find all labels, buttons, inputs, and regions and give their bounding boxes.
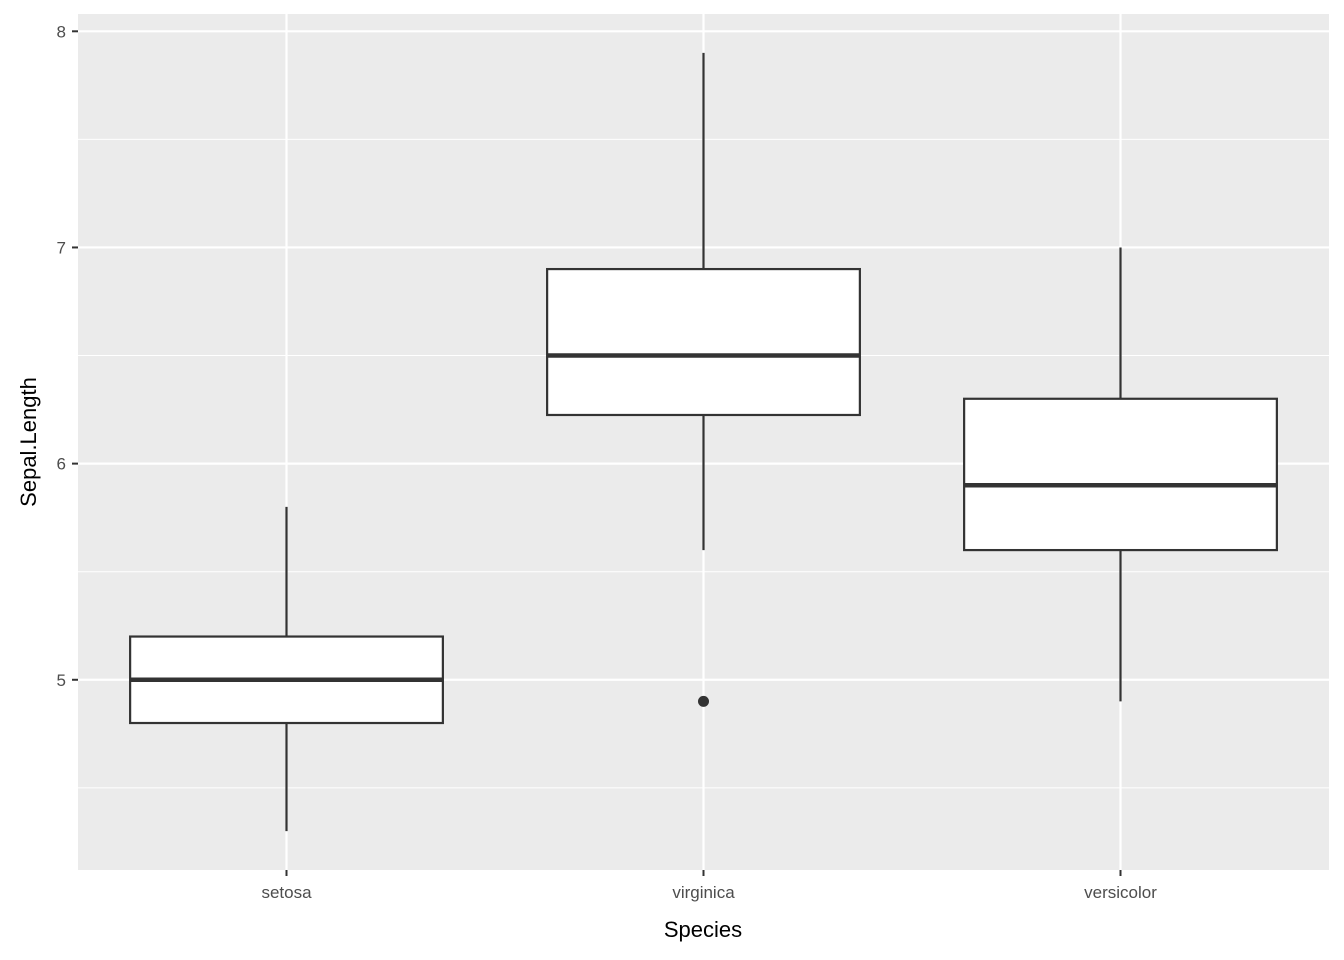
x-axis: setosa virginica versicolor	[261, 870, 1157, 902]
y-axis-title: Sepal.Length	[16, 377, 41, 507]
y-tick-label: 8	[57, 22, 66, 41]
y-tick-label: 6	[57, 455, 66, 474]
box-versicolor	[963, 397, 1278, 552]
y-tick-label: 5	[57, 671, 66, 690]
x-axis-title: Species	[664, 917, 742, 942]
outlier-point	[698, 695, 709, 707]
y-tick-label: 7	[57, 238, 66, 257]
x-tick-label: setosa	[261, 883, 312, 902]
y-axis: 5 6 7 8	[57, 22, 78, 690]
boxes	[129, 52, 1278, 832]
x-tick-label: virginica	[672, 883, 735, 902]
x-tick-label: versicolor	[1084, 883, 1157, 902]
box-virginica	[546, 267, 861, 417]
